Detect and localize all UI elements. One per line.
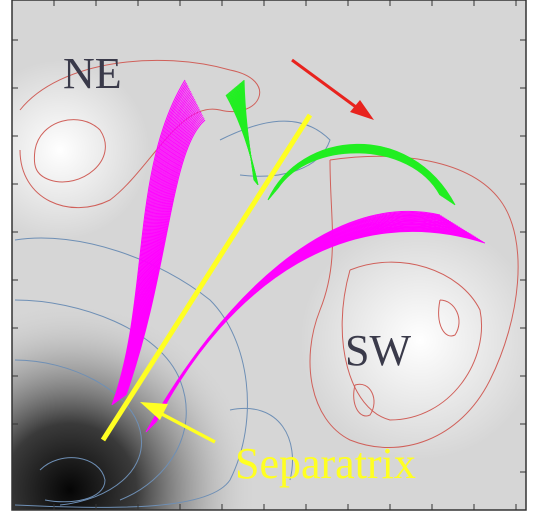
page: NE SW Separatrix (() => { const data = J… [0, 0, 535, 515]
sw-label: SW [345, 326, 411, 375]
separatrix-label: Separatrix [235, 439, 416, 488]
ne-label: NE [63, 49, 122, 98]
figure: NE SW Separatrix [0, 0, 535, 515]
